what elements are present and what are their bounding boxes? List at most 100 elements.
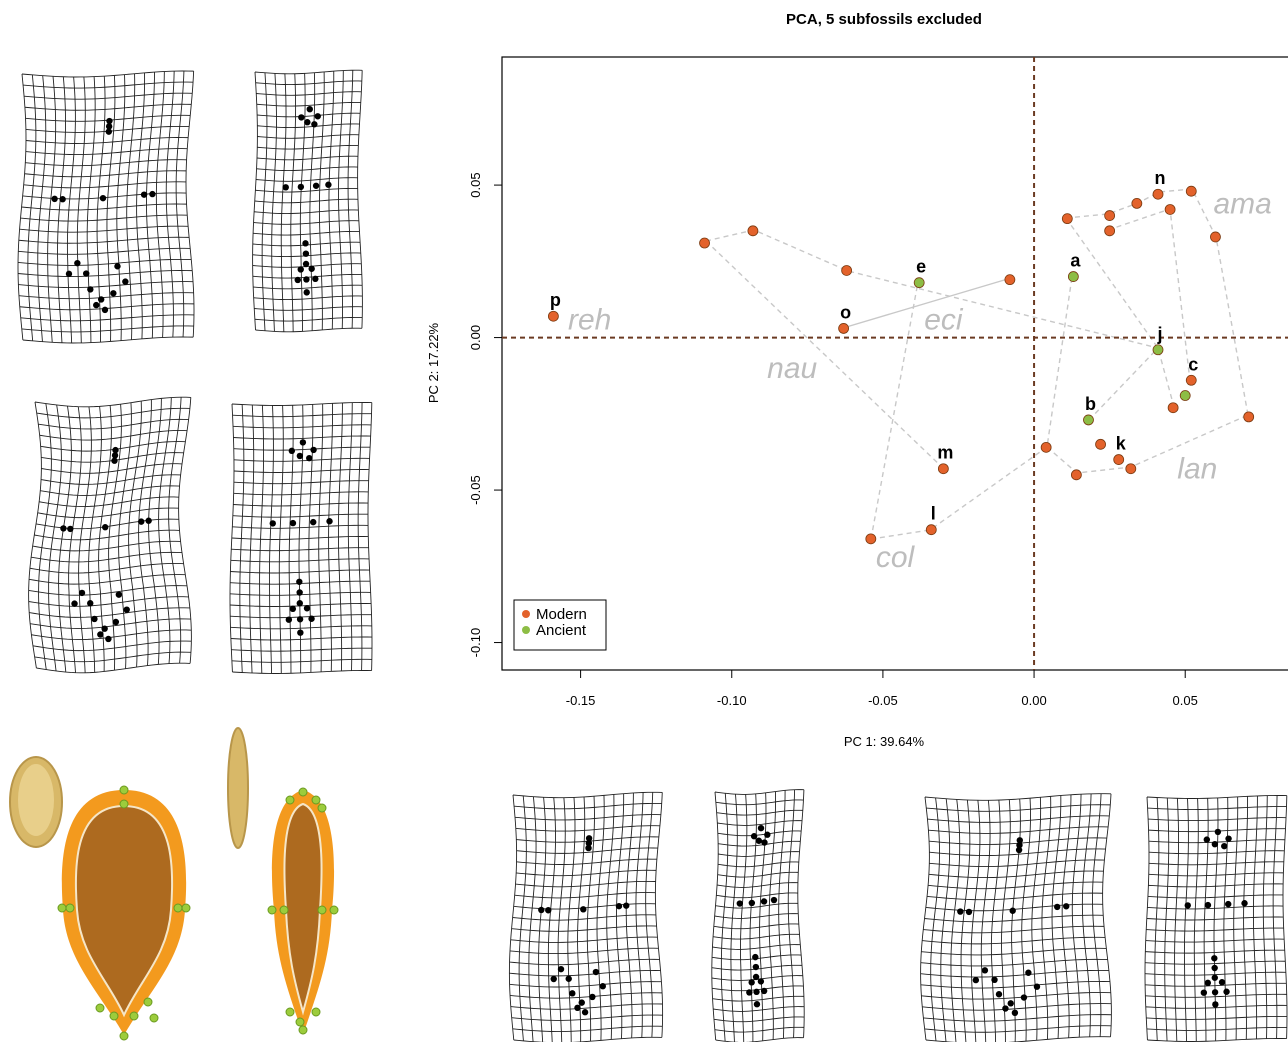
- grid-line: [654, 792, 664, 1038]
- grid-line: [233, 435, 371, 440]
- grid-landmark: [760, 898, 768, 905]
- grid-line: [1148, 861, 1284, 866]
- data-point: [1104, 210, 1116, 221]
- grid-landmark: [105, 123, 113, 130]
- grid-landmark: [304, 119, 311, 126]
- grid-line: [233, 424, 372, 429]
- deformation-grid: [711, 789, 805, 1042]
- grid-line: [28, 585, 188, 596]
- grid-landmark: [770, 896, 778, 904]
- data-point: [1152, 188, 1164, 200]
- plot-frame: [501, 56, 1288, 671]
- landmark: [311, 795, 321, 805]
- grid-line: [510, 1003, 663, 1010]
- grid-line: [1148, 883, 1284, 888]
- grid-line: [921, 992, 1111, 1000]
- grid-landmark: [101, 625, 108, 632]
- grid-landmark: [97, 631, 104, 638]
- grid-line: [25, 159, 187, 167]
- grid-line: [713, 1006, 805, 1012]
- grid-landmark: [1016, 837, 1023, 844]
- data-point: [1152, 344, 1164, 356]
- grid-landmark: [106, 117, 113, 125]
- grid-line: [34, 529, 180, 541]
- grid-line: [1147, 806, 1287, 810]
- grid-landmark: [1221, 842, 1228, 850]
- grid-landmark: [111, 457, 118, 464]
- legend-marker: [522, 626, 530, 634]
- landmark: [298, 1025, 308, 1035]
- grid-line: [233, 480, 369, 485]
- grid-line: [1146, 1015, 1288, 1020]
- grid-landmark: [752, 963, 760, 971]
- y-axis-label: PC 2: 17.22%: [426, 322, 441, 403]
- grid-landmark: [101, 306, 109, 314]
- grid-line: [716, 892, 798, 899]
- grid-line: [28, 574, 186, 585]
- data-point: [1243, 411, 1255, 423]
- group-label: nau: [767, 352, 817, 385]
- grid-landmark: [294, 276, 301, 284]
- grid-line: [715, 799, 804, 806]
- grid-line: [25, 137, 189, 144]
- data-point: [925, 524, 937, 536]
- grid-line: [185, 71, 195, 338]
- landmark: [129, 1011, 139, 1021]
- grid-line: [925, 1036, 1111, 1042]
- grid-line: [717, 820, 803, 826]
- grid-line: [712, 995, 804, 1002]
- grid-line: [927, 815, 1110, 823]
- grid-line: [511, 925, 657, 932]
- grid-line: [37, 507, 179, 519]
- landmark: [57, 903, 67, 913]
- grid-landmark: [60, 525, 67, 532]
- grid-line: [22, 336, 194, 344]
- grid-line: [233, 457, 370, 462]
- grid-line: [230, 636, 372, 641]
- data-point: [1164, 204, 1176, 215]
- grid-line: [1148, 839, 1285, 844]
- grid-line: [928, 826, 1109, 834]
- grid-line: [717, 882, 798, 888]
- grid-landmark: [1211, 989, 1219, 996]
- data-point: [1083, 414, 1094, 426]
- grid-landmark: [545, 907, 552, 914]
- grid-line: [40, 474, 181, 485]
- grid-landmark: [306, 454, 313, 462]
- grid-line: [509, 947, 659, 955]
- grid-line: [717, 871, 799, 878]
- grid-line: [39, 496, 179, 507]
- point-label: b: [1085, 394, 1096, 414]
- landmark: [65, 903, 75, 913]
- grid-landmark: [74, 259, 81, 267]
- grid-landmark: [297, 629, 304, 636]
- grid-landmark: [599, 983, 606, 990]
- grid-landmark: [296, 600, 303, 607]
- landmark: [279, 905, 289, 915]
- grid-landmark: [757, 978, 765, 985]
- grid-line: [920, 958, 1108, 967]
- grid-line: [920, 981, 1110, 989]
- grid-landmark: [59, 196, 66, 203]
- grid-landmark: [312, 275, 319, 283]
- grid-landmark: [1223, 988, 1230, 995]
- point-label: a: [1070, 251, 1081, 271]
- grid-line: [18, 292, 194, 300]
- grid-line: [230, 569, 370, 574]
- grid-line: [717, 830, 802, 837]
- grid-landmark: [105, 128, 113, 135]
- grid-line: [1147, 894, 1284, 899]
- grid-line: [1145, 960, 1286, 965]
- grid-landmark: [1204, 901, 1212, 909]
- grid-landmark: [308, 615, 315, 622]
- grid-landmark: [140, 191, 148, 198]
- grid-landmark: [757, 824, 765, 832]
- deformation-grid: [508, 791, 664, 1042]
- grid-landmark: [122, 278, 129, 285]
- grid-line: [231, 402, 372, 406]
- deformation-grid: [28, 396, 192, 674]
- deformation-grid: [252, 69, 363, 333]
- grid-landmark: [753, 1001, 761, 1008]
- data-point: [1061, 213, 1073, 225]
